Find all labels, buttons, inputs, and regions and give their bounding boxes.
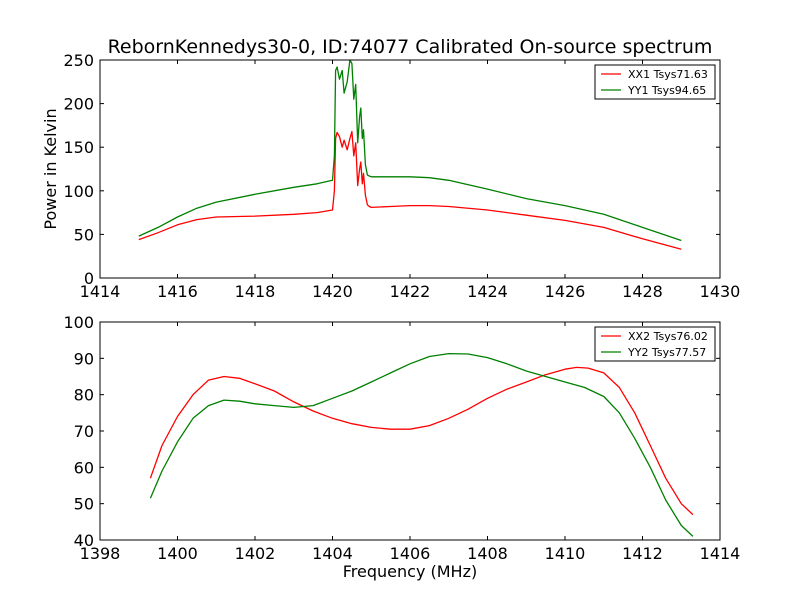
top-x-tick-label: 1424 — [467, 282, 508, 301]
top-legend-entry: XX1 Tsys71.63 — [628, 68, 708, 81]
top-series-line-1 — [138, 130, 682, 250]
top-y-axis-label: Power in Kelvin — [41, 108, 60, 229]
bottom-spectrum-panel: 1398 1400 1402 1404 1406 1408 1410 1412 1414 40 50… — [63, 313, 740, 581]
bottom-x-tick-label: 1404 — [312, 544, 353, 563]
top-legend-entry: YY1 Tsys94.65 — [627, 84, 706, 97]
bottom-y-tick-label: 90 — [74, 349, 94, 368]
top-x-tick-label: 1426 — [545, 282, 586, 301]
bottom-y-tick-label: 60 — [74, 458, 94, 477]
bottom-x-tick-label: 1408 — [467, 544, 508, 563]
top-legend-box — [594, 64, 716, 100]
bottom-x-tick-label: 1414 — [700, 544, 741, 563]
top-y-tick-label: 250 — [63, 51, 94, 70]
bottom-y-tick-label: 100 — [63, 313, 94, 332]
top-spectrum-panel: 1414 1416 1418 1420 1422 1424 1426 1428 1430 0 50 1… — [41, 51, 740, 301]
top-y-tick-label: 0 — [84, 269, 94, 288]
bottom-series-line-1 — [149, 366, 694, 516]
top-x-tick-label: 1418 — [235, 282, 276, 301]
top-y-tick-label: 50 — [74, 225, 94, 244]
bottom-series-line-2 — [149, 352, 694, 537]
bottom-y-tick-label: 50 — [74, 495, 94, 514]
bottom-x-tick-label: 1412 — [622, 544, 663, 563]
bottom-legend-entry: YY2 Tsys77.57 — [627, 346, 706, 359]
bottom-x-axis-label: Frequency (MHz) — [343, 562, 477, 581]
top-x-tick-label: 1416 — [157, 282, 198, 301]
top-y-tick-label: 100 — [63, 182, 94, 201]
top-x-tick-label: 1422 — [390, 282, 431, 301]
bottom-y-tick-label: 80 — [74, 386, 94, 405]
top-y-tick-label: 150 — [63, 138, 94, 157]
bottom-x-tick-label: 1402 — [235, 544, 276, 563]
top-x-tick-label: 1430 — [700, 282, 741, 301]
bottom-y-tick-label: 40 — [74, 531, 94, 550]
top-x-tick-label: 1428 — [622, 282, 663, 301]
bottom-legend-entry: XX2 Tsys76.02 — [628, 330, 708, 343]
bottom-legend-box — [594, 326, 716, 362]
top-y-tick-label: 200 — [63, 95, 94, 114]
top-x-tick-label: 1420 — [312, 282, 353, 301]
bottom-x-tick-label: 1400 — [157, 544, 198, 563]
bottom-x-tick-label: 1410 — [545, 544, 586, 563]
chart-title: RebornKennedys30-0, ID:74077 Calibrated … — [108, 36, 713, 58]
top-legend: XX1 Tsys71.63 YY1 Tsys94.65 — [594, 64, 716, 100]
bottom-x-tick-label: 1406 — [390, 544, 431, 563]
bottom-y-tick-label: 70 — [74, 422, 94, 441]
top-series-line-2 — [138, 60, 682, 242]
bottom-legend: XX2 Tsys76.02 YY2 Tsys77.57 — [594, 326, 716, 362]
bottom-x-tick-label: 1398 — [80, 544, 121, 563]
top-x-tick-label: 1414 — [80, 282, 121, 301]
